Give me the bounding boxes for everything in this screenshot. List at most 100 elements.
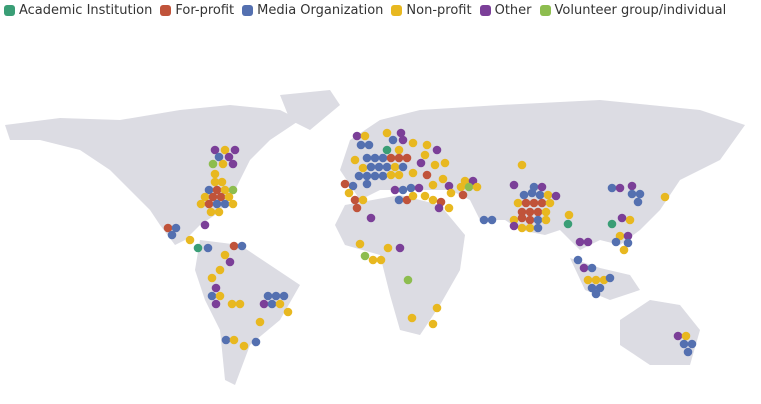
location-marker[interactable] [529, 198, 539, 208]
location-marker[interactable] [398, 185, 408, 195]
location-marker[interactable] [402, 153, 412, 163]
location-marker[interactable] [398, 162, 408, 172]
location-marker[interactable] [615, 183, 625, 193]
location-marker[interactable] [220, 250, 230, 260]
location-marker[interactable] [527, 188, 537, 198]
location-marker[interactable] [267, 299, 277, 309]
location-marker[interactable] [623, 238, 633, 248]
location-marker[interactable] [513, 198, 523, 208]
location-marker[interactable] [464, 182, 474, 192]
location-marker[interactable] [623, 231, 633, 241]
location-marker[interactable] [428, 180, 438, 190]
location-marker[interactable] [340, 179, 350, 189]
location-marker[interactable] [204, 199, 214, 209]
location-marker[interactable] [228, 185, 238, 195]
location-marker[interactable] [434, 203, 444, 213]
location-marker[interactable] [573, 255, 583, 265]
location-marker[interactable] [227, 299, 237, 309]
location-marker[interactable] [386, 153, 396, 163]
location-marker[interactable] [216, 192, 226, 202]
location-marker[interactable] [225, 257, 235, 267]
location-marker[interactable] [374, 162, 384, 172]
location-marker[interactable] [422, 140, 432, 150]
location-marker[interactable] [366, 162, 376, 172]
location-marker[interactable] [358, 163, 368, 173]
location-marker[interactable] [398, 135, 408, 145]
location-marker[interactable] [660, 192, 670, 202]
location-marker[interactable] [211, 283, 221, 293]
location-marker[interactable] [383, 243, 393, 253]
location-marker[interactable] [171, 223, 181, 233]
location-marker[interactable] [196, 199, 206, 209]
location-marker[interactable] [255, 317, 265, 327]
location-marker[interactable] [537, 198, 547, 208]
legend-item[interactable]: Non-profit [391, 3, 472, 18]
location-marker[interactable] [428, 195, 438, 205]
location-marker[interactable] [204, 185, 214, 195]
location-marker[interactable] [215, 291, 225, 301]
location-marker[interactable] [607, 219, 617, 229]
location-marker[interactable] [212, 185, 222, 195]
location-marker[interactable] [407, 313, 417, 323]
location-marker[interactable] [275, 299, 285, 309]
location-marker[interactable] [370, 171, 380, 181]
location-marker[interactable] [446, 188, 456, 198]
location-marker[interactable] [215, 265, 225, 275]
location-marker[interactable] [388, 135, 398, 145]
location-marker[interactable] [364, 140, 374, 150]
location-marker[interactable] [591, 289, 601, 299]
location-marker[interactable] [619, 245, 629, 255]
location-marker[interactable] [579, 263, 589, 273]
location-marker[interactable] [214, 207, 224, 217]
location-marker[interactable] [440, 158, 450, 168]
location-marker[interactable] [605, 273, 615, 283]
location-marker[interactable] [352, 203, 362, 213]
location-marker[interactable] [229, 335, 239, 345]
location-marker[interactable] [408, 191, 418, 201]
location-marker[interactable] [587, 263, 597, 273]
location-marker[interactable] [207, 273, 217, 283]
location-marker[interactable] [394, 170, 404, 180]
location-marker[interactable] [251, 337, 261, 347]
location-marker[interactable] [362, 171, 372, 181]
location-marker[interactable] [210, 177, 220, 187]
location-marker[interactable] [228, 159, 238, 169]
location-marker[interactable] [206, 207, 216, 217]
location-marker[interactable] [438, 174, 448, 184]
location-marker[interactable] [224, 192, 234, 202]
location-marker[interactable] [521, 198, 531, 208]
location-marker[interactable] [564, 210, 574, 220]
location-marker[interactable] [354, 171, 364, 181]
location-marker[interactable] [229, 241, 239, 251]
location-marker[interactable] [525, 223, 535, 233]
location-marker[interactable] [414, 183, 424, 193]
location-marker[interactable] [208, 159, 218, 169]
location-marker[interactable] [627, 181, 637, 191]
location-marker[interactable] [541, 215, 551, 225]
location-marker[interactable] [519, 190, 529, 200]
location-marker[interactable] [221, 335, 231, 345]
location-marker[interactable] [509, 215, 519, 225]
location-marker[interactable] [210, 145, 220, 155]
location-marker[interactable] [679, 339, 689, 349]
location-marker[interactable] [368, 255, 378, 265]
location-marker[interactable] [362, 153, 372, 163]
location-marker[interactable] [517, 207, 527, 217]
location-marker[interactable] [420, 191, 430, 201]
location-marker[interactable] [444, 181, 454, 191]
location-marker[interactable] [472, 182, 482, 192]
location-marker[interactable] [430, 160, 440, 170]
location-marker[interactable] [673, 331, 683, 341]
location-marker[interactable] [200, 220, 210, 230]
legend-item[interactable]: For-profit [160, 3, 234, 18]
location-marker[interactable] [358, 195, 368, 205]
location-marker[interactable] [348, 181, 358, 191]
location-marker[interactable] [263, 291, 273, 301]
location-marker[interactable] [211, 299, 221, 309]
location-marker[interactable] [203, 243, 213, 253]
legend-item[interactable]: Other [479, 3, 532, 18]
location-marker[interactable] [163, 223, 173, 233]
location-marker[interactable] [487, 215, 497, 225]
location-marker[interactable] [352, 131, 362, 141]
location-marker[interactable] [533, 207, 543, 217]
